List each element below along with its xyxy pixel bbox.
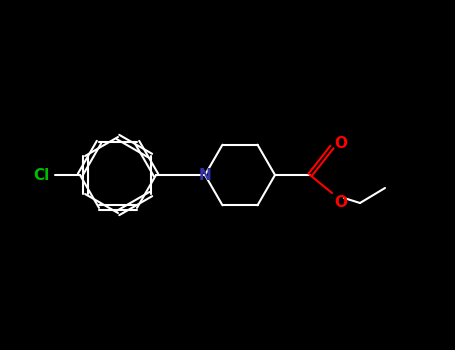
Text: Cl: Cl bbox=[34, 168, 50, 182]
Text: O: O bbox=[334, 136, 347, 152]
Text: O: O bbox=[334, 195, 347, 210]
Text: N: N bbox=[199, 168, 212, 182]
